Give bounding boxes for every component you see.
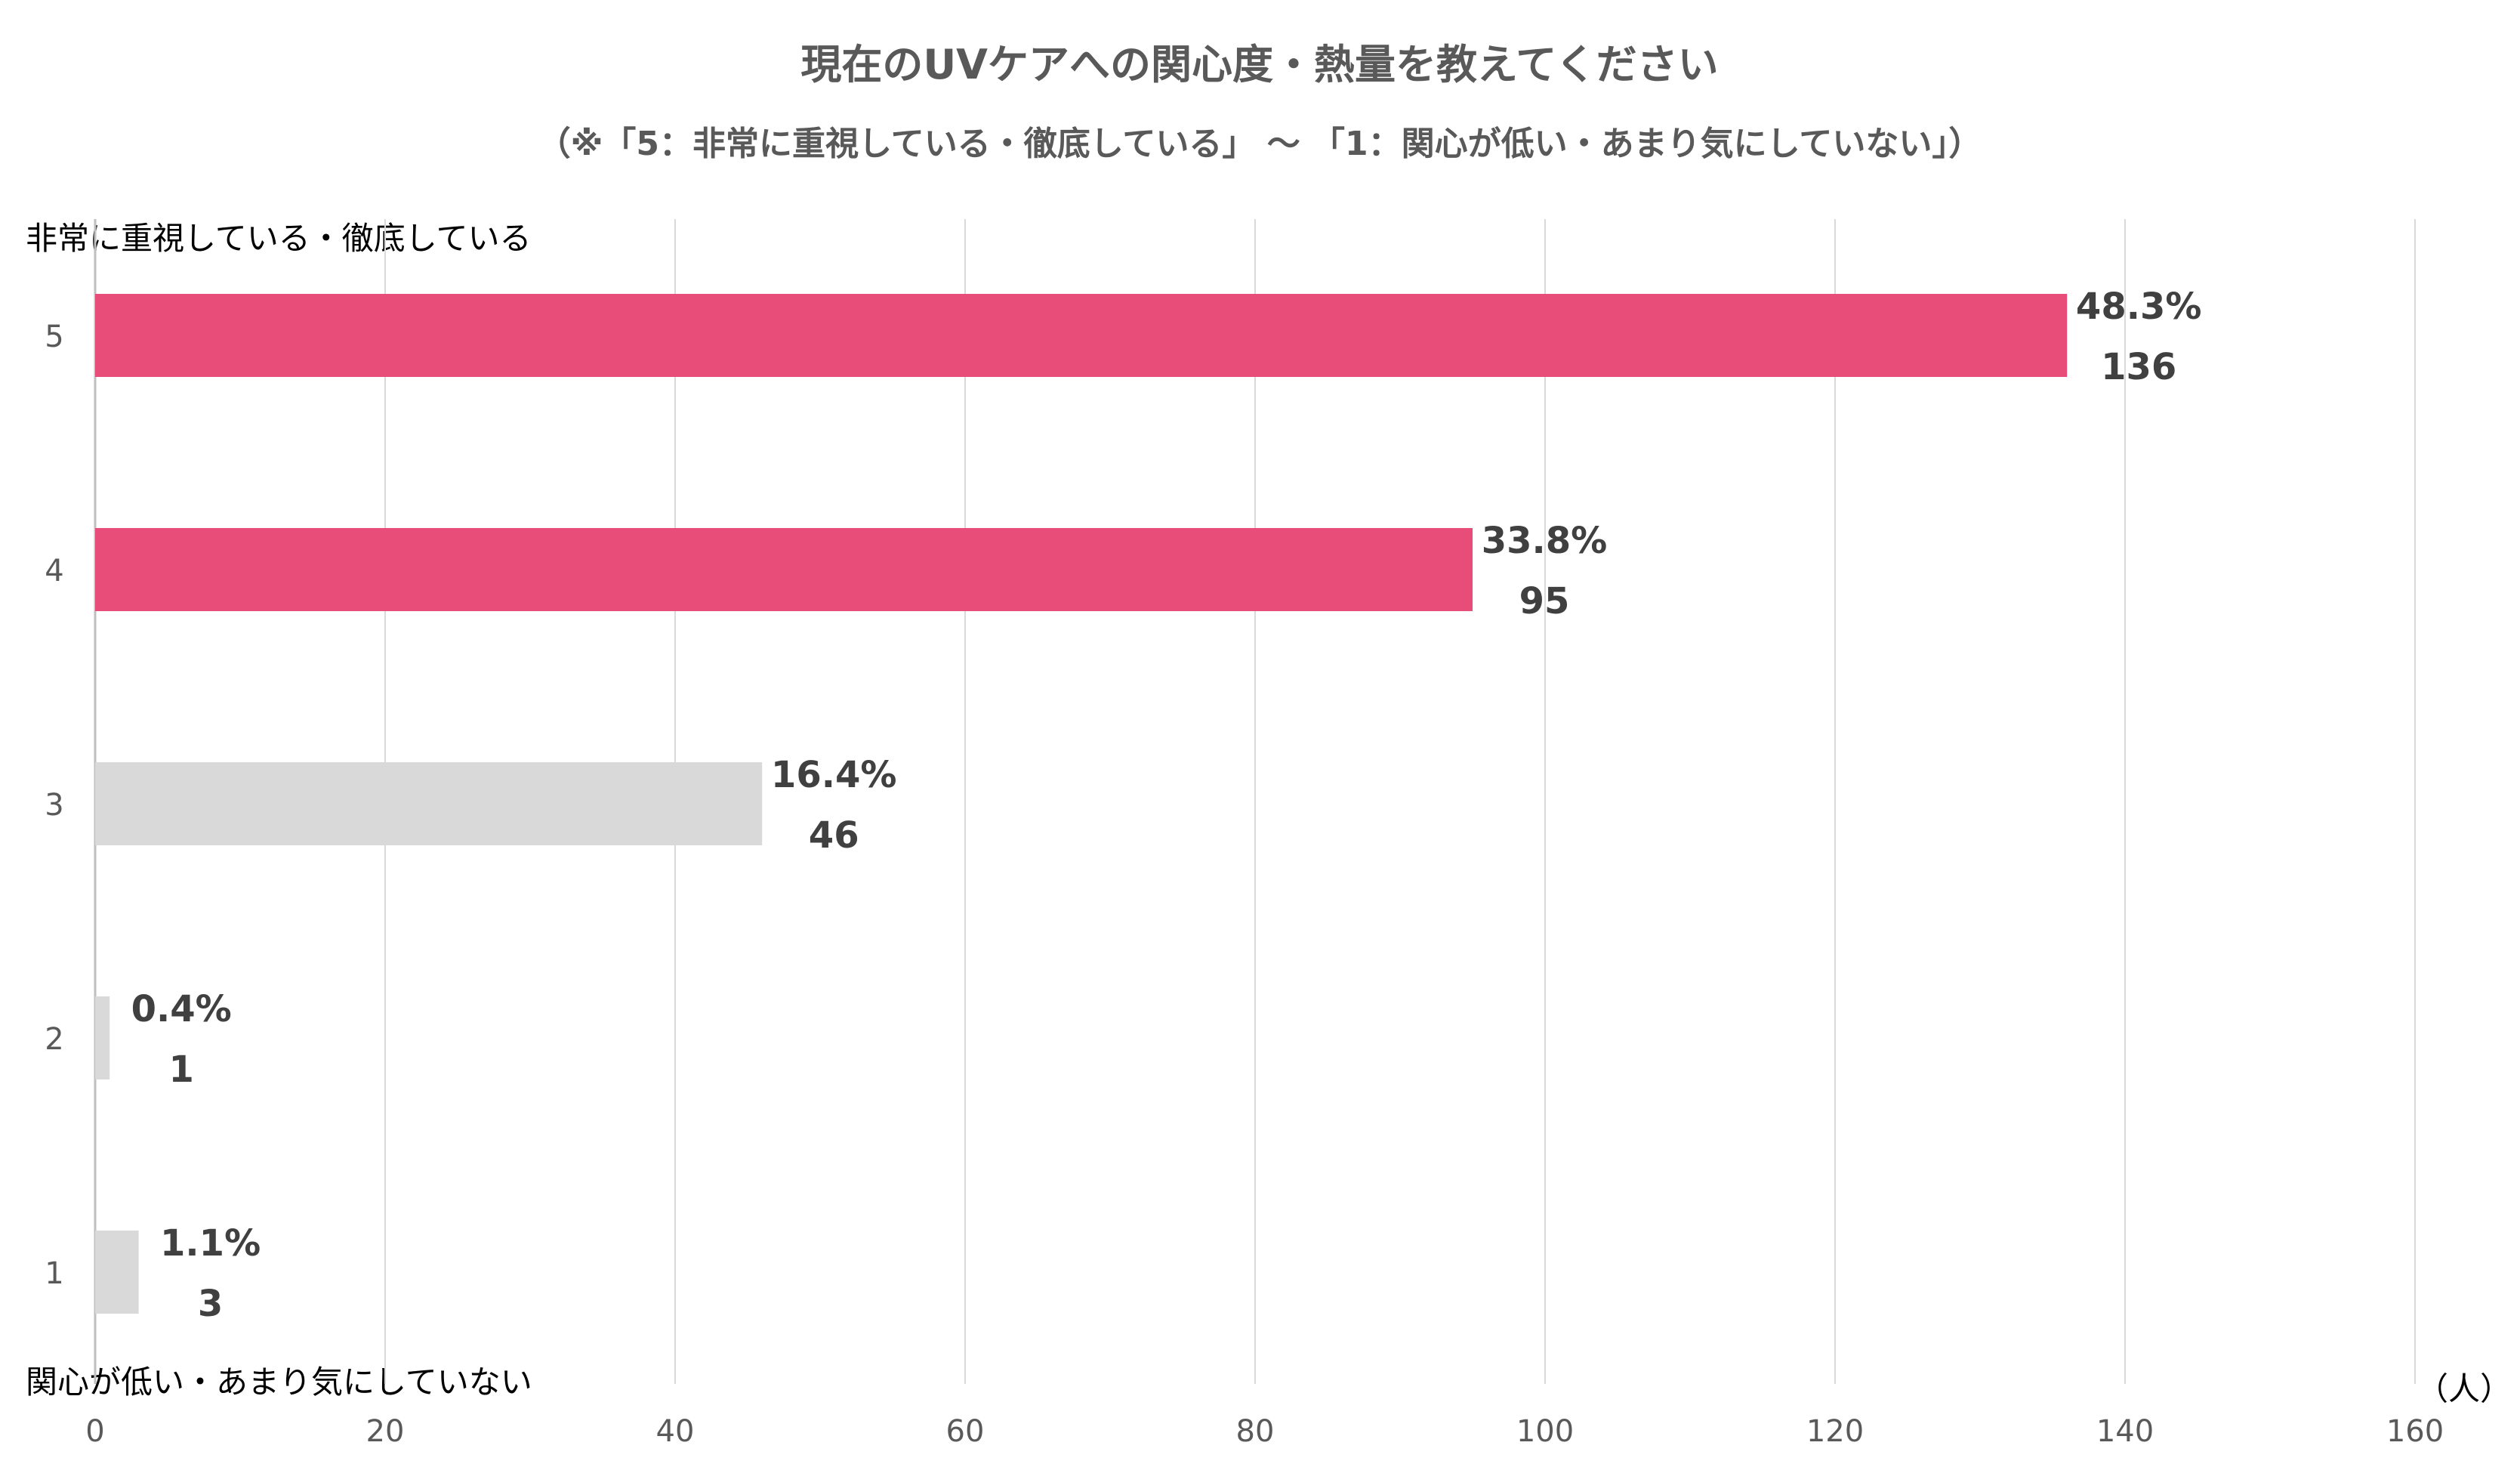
data-labels: 48.3% 136 33.8% 95 16.4% 46 0.4% 1 1.1% 3 [131,286,2202,1325]
x-axis-unit-label: （人） [2417,1370,2512,1407]
gridlines [94,219,2416,1384]
x-tick-label: 40 [656,1414,695,1449]
top-category-label: 非常に重視している・徹底している [26,220,531,257]
x-tick-label: 160 [2386,1414,2444,1449]
category-label-1: 1 [45,1256,63,1291]
x-tick-label: 100 [1516,1414,1574,1449]
bar-1 [95,1231,139,1314]
bar-3 [95,762,763,845]
data-label-percent: 16.4% [771,754,897,796]
category-label-4: 4 [45,554,63,588]
x-tick-label: 60 [946,1414,985,1449]
category-label-5: 5 [45,320,63,354]
x-tick-label: 20 [366,1414,405,1449]
bar-5 [95,294,2068,377]
category-labels: 5 4 3 2 1 [45,320,63,1291]
category-label-3: 3 [45,788,63,823]
data-label-percent: 33.8% [1482,520,1608,562]
data-label-percent: 0.4% [131,988,232,1030]
chart-title: 現在のUVケアへの関心度・熱量を教えてください [800,41,1718,88]
bar-4 [95,528,1473,611]
data-label-count: 1 [168,1049,193,1091]
data-label-count: 46 [809,814,859,857]
data-label-count: 136 [2101,346,2176,388]
x-tick-label: 80 [1236,1414,1275,1449]
x-tick-label: 120 [1806,1414,1864,1449]
category-label-2: 2 [45,1022,63,1057]
data-label-percent: 1.1% [160,1222,261,1265]
chart-subtitle: （※「5：非常に重視している・徹底している」 〜 「1：関心が低い・あまり気にし… [538,125,1982,163]
data-label-count: 3 [198,1283,223,1325]
data-label-percent: 48.3% [2076,286,2202,328]
x-tick-label: 140 [2096,1414,2154,1449]
data-label-count: 95 [1519,580,1570,622]
x-tick-labels: 0 20 40 60 80 100 120 140 160 [85,1414,2444,1449]
bars [95,294,2068,1314]
bottom-category-label: 関心が低い・あまり気にしていない [26,1364,532,1401]
bar-2 [95,996,110,1079]
x-tick-label: 0 [85,1414,104,1449]
